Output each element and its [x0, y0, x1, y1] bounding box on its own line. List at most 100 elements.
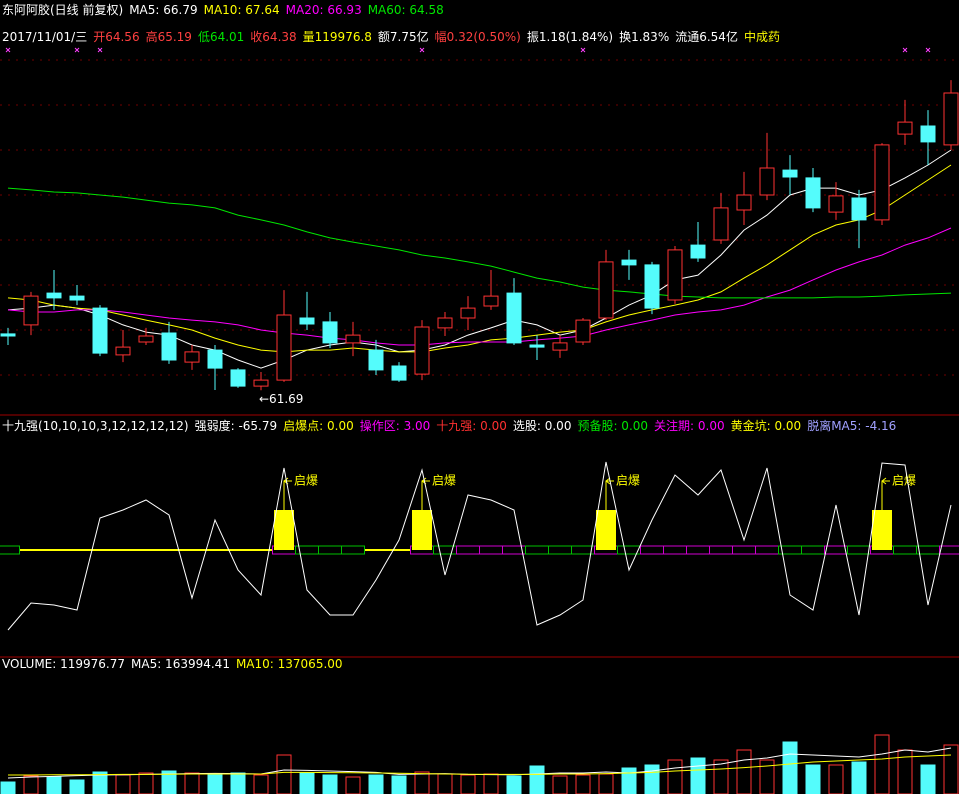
volume-bar: [345, 776, 361, 794]
volume-bar: [161, 770, 177, 794]
header-item: 振1.18(1.84%): [526, 30, 614, 44]
candle-body: [644, 264, 660, 309]
candle-body: [230, 369, 246, 387]
candle-body: [874, 144, 890, 221]
candle-body: [23, 295, 39, 326]
header-item: 量119976.8: [302, 30, 372, 44]
volume-bar: [598, 773, 614, 794]
ma-line: [7, 227, 952, 346]
candle-body: [667, 249, 683, 301]
price-header: 东阿阿胶(日线 前复权) MA5: 66.79 MA10: 67.64 MA20: 6…: [2, 3, 450, 17]
volume-bar: [920, 764, 936, 794]
volume-bar: [805, 764, 821, 794]
candle-body: [598, 261, 614, 319]
zone-cell: [732, 545, 756, 555]
candle-body: [552, 342, 568, 351]
volume-bar: [115, 774, 131, 794]
candle-body: [851, 197, 867, 221]
burst-bar: [412, 510, 432, 550]
signal-cross: [902, 47, 908, 53]
candle-body: [713, 207, 729, 241]
volume-bar: [529, 765, 545, 794]
zone-cell: [847, 545, 871, 555]
header-item: 收64.38: [250, 30, 297, 44]
volume-bar: [782, 741, 798, 794]
volume-bar: [184, 772, 200, 794]
zone-cell: [824, 545, 848, 555]
candle-body: [322, 321, 338, 344]
volume-bar: [874, 734, 890, 794]
strength-line: [7, 461, 952, 631]
candle-body: [368, 349, 384, 371]
volume-bar: [322, 774, 338, 794]
candle-body: [828, 195, 844, 213]
zone-cell: [525, 545, 549, 555]
candle-body: [483, 295, 499, 307]
candle-body: [460, 307, 476, 319]
candle-body: [115, 346, 131, 356]
candle-body: [345, 334, 361, 344]
header-item: 高65.19: [145, 30, 192, 44]
header-item: 中成药: [743, 30, 780, 44]
zone-cell: [479, 545, 503, 555]
candle-body: [897, 121, 913, 135]
volume-bar: [92, 771, 108, 794]
header-item: 强弱度: -65.79: [194, 419, 278, 433]
header-item: 关注期: 0.00: [654, 419, 725, 433]
signal-cross: [419, 47, 425, 53]
volume-bar: [943, 744, 959, 794]
zone-cell: [548, 545, 572, 555]
candle-body: [575, 319, 591, 343]
candle-body: [184, 351, 200, 363]
volume-bar: [552, 775, 568, 794]
burst-label: 启爆: [294, 474, 318, 488]
volume-bar: [667, 759, 683, 794]
zone-cell: [801, 545, 825, 555]
candle-body: [690, 244, 706, 259]
candle-body: [253, 379, 269, 387]
indicator-header: 十九强(10,10,10,3,12,12,12,12) 强弱度: -65.79 启爆…: [2, 419, 902, 433]
header-item: 十九强: 0.00: [436, 419, 507, 433]
header-item: 低64.01: [197, 30, 245, 44]
header-item: 东阿阿胶(日线 前复权): [2, 3, 124, 17]
header-item: 启爆点: 0.00: [283, 419, 354, 433]
zone-cell: [0, 545, 20, 555]
volume-bar: [437, 773, 453, 794]
price-info: 2017/11/01/三 开64.56 高65.19 低64.01 收64.38 量119…: [2, 30, 786, 44]
candle-body: [805, 177, 821, 209]
burst-bar: [596, 510, 616, 550]
header-item: 流通6.54亿: [675, 30, 738, 44]
candle-body: [529, 344, 545, 348]
candle-body: [138, 335, 154, 343]
header-item: 幅0.32(0.50%): [434, 30, 521, 44]
candle-body: [920, 125, 936, 143]
header-item: 脱离MA5: -4.16: [807, 419, 897, 433]
header-item: 黄金坑: 0.00: [730, 419, 802, 433]
candle-body: [621, 259, 637, 266]
zone-cell: [456, 545, 480, 555]
zone-cell: [916, 545, 940, 555]
zone-cell: [939, 545, 959, 555]
volume-bar: [0, 781, 16, 794]
volume-bar: [713, 759, 729, 794]
zone-cell: [663, 545, 687, 555]
signal-cross: [97, 47, 103, 53]
burst-arrow: [881, 477, 890, 510]
burst-label: 启爆: [432, 474, 456, 488]
header-item: 换1.83%: [619, 30, 670, 44]
header-item: 2017/11/01/三: [2, 30, 88, 44]
header-item: MA10: 137065.00: [235, 657, 343, 671]
candle-body: [943, 92, 959, 146]
signal-cross: [5, 47, 11, 53]
volume-bar: [644, 764, 660, 794]
volume-bar: [23, 775, 39, 794]
zone-cell: [318, 545, 342, 555]
volume-bar: [759, 759, 775, 794]
candle-body: [161, 332, 177, 361]
volume-bar: [690, 757, 706, 794]
candle-body: [207, 349, 223, 369]
burst-bar: [274, 510, 294, 550]
volume-bar: [207, 774, 223, 794]
volume-bar: [851, 761, 867, 794]
